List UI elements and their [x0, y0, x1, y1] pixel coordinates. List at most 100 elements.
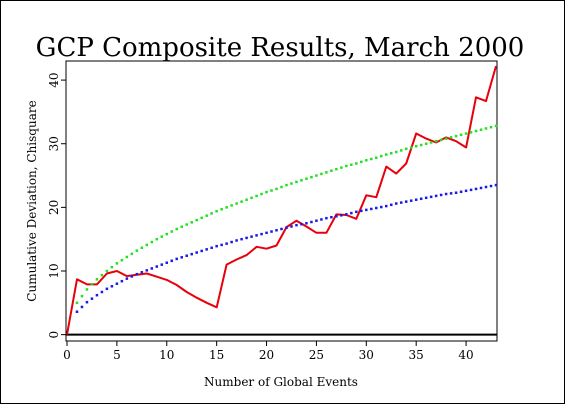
- series-1-point-28: [345, 164, 348, 168]
- series-2-point-40: [464, 189, 468, 193]
- series-2-point-39: [454, 191, 458, 194]
- series-1-point-2: [85, 288, 89, 291]
- series-2-point-7: [135, 272, 139, 276]
- series-2-midpoint-32: [389, 203, 393, 207]
- series-2-point-2: [85, 300, 89, 304]
- series-2-midpoint-9: [160, 263, 164, 266]
- series-2-point-12: [185, 254, 188, 257]
- series-1-point-33: [394, 150, 398, 154]
- series-1-point-6: [125, 255, 129, 259]
- series-2-point-23: [295, 223, 298, 227]
- series-1-midpoint-10: [170, 230, 174, 233]
- series-1-point-24: [305, 177, 308, 180]
- y-axis-label: Cumulative Deviation, Chisquare: [25, 100, 39, 301]
- series-1-point-16: [225, 206, 228, 209]
- series-1-point-32: [385, 153, 388, 156]
- series-2-point-35: [414, 198, 418, 201]
- series-2-point-1: [75, 310, 79, 313]
- series-1-point-14: [205, 214, 208, 217]
- series-1-point-30: [365, 159, 368, 162]
- series-1-midpoint-16: [230, 204, 233, 207]
- series-2-midpoint-41: [479, 186, 483, 190]
- series-1-midpoint-11: [180, 225, 183, 229]
- series-2-point-33: [394, 202, 398, 205]
- series-1-midpoint-25: [320, 172, 323, 176]
- series-1-point-41: [474, 129, 478, 133]
- series-1-point-34: [404, 147, 408, 151]
- series-1-midpoint-26: [330, 169, 333, 173]
- series-1-point-21: [275, 187, 278, 191]
- series-0-line: [66, 65, 497, 335]
- series-1-midpoint-14: [210, 212, 213, 215]
- series-1-point-4: [105, 269, 109, 273]
- series-1-midpoint-3: [100, 273, 104, 277]
- series-1-midpoint-7: [140, 246, 144, 250]
- series-2-point-21: [275, 229, 278, 232]
- y-tick-label-20: 20: [47, 200, 61, 215]
- series-1-point-8: [145, 243, 149, 247]
- series-2-point-34: [404, 200, 408, 203]
- series-1-point-25: [315, 174, 318, 177]
- series-1-midpoint-24: [310, 175, 313, 179]
- x-tick-label-25: 25: [309, 348, 324, 362]
- series-1-point-17: [235, 202, 238, 205]
- plot-area-border: [65, 60, 498, 342]
- series-1-point-10: [165, 232, 169, 236]
- series-1-midpoint-22: [290, 182, 293, 185]
- series-1-point-20: [265, 190, 268, 194]
- series-2-midpoint-38: [449, 192, 453, 195]
- series-1-point-23: [295, 180, 298, 184]
- series-1-midpoint-18: [250, 196, 253, 200]
- series-1-midpoint-42: [489, 125, 493, 129]
- series-1-point-39: [454, 134, 458, 138]
- series-2-point-3: [95, 293, 99, 297]
- series-1-point-43: [494, 124, 498, 128]
- series-1-point-35: [414, 145, 418, 148]
- series-2-point-15: [215, 244, 218, 248]
- series-2-midpoint-1: [80, 305, 84, 309]
- series-1-midpoint-1: [80, 294, 84, 298]
- series-1-point-13: [195, 218, 198, 222]
- x-axis: 0 5 10 15 20 25 30 35 40: [63, 341, 474, 362]
- series-2-point-19: [255, 234, 258, 237]
- series-2-point-24: [305, 222, 308, 225]
- series-2-point-16: [225, 242, 228, 245]
- series-2-point-42: [484, 185, 488, 189]
- series-2-point-30: [365, 208, 368, 212]
- series-1-midpoint-23: [300, 179, 303, 182]
- series-1-midpoint-38: [449, 136, 453, 139]
- series-2-midpoint-33: [399, 201, 403, 204]
- series-1-midpoint-6: [130, 252, 134, 256]
- plot-content: [66, 65, 498, 336]
- x-tick-label-10: 10: [159, 348, 174, 362]
- x-tick-label-30: 30: [359, 348, 374, 362]
- series-1-midpoint-9: [160, 235, 164, 238]
- series-1-midpoint-13: [200, 216, 203, 220]
- series-2-point-38: [444, 192, 448, 196]
- y-tick-label-10: 10: [47, 263, 61, 278]
- series-1-point-9: [155, 237, 159, 241]
- series-1-point-26: [325, 171, 328, 174]
- series-1-midpoint-19: [260, 192, 263, 196]
- series-2-midpoint-5: [120, 279, 124, 283]
- series-1-midpoint-4: [110, 265, 114, 269]
- series-2-point-9: [155, 265, 159, 268]
- series-1-point-37: [434, 139, 438, 143]
- series-1-midpoint-31: [380, 154, 383, 158]
- series-2-point-43: [494, 183, 498, 187]
- series-2-point-6: [125, 277, 129, 280]
- series-1-midpoint-12: [190, 221, 193, 224]
- series-2-point-20: [265, 231, 268, 235]
- series-1-midpoint-8: [150, 240, 154, 244]
- y-tick-label-30: 30: [47, 136, 61, 151]
- series-2-point-32: [385, 204, 388, 208]
- series-2-point-22: [285, 226, 288, 229]
- series-2-midpoint-19: [260, 232, 263, 236]
- series-1-point-27: [335, 167, 338, 171]
- x-tick-label-20: 20: [259, 348, 274, 362]
- series-2-midpoint-6: [130, 275, 134, 278]
- series-1-point-42: [484, 127, 488, 130]
- series-2-midpoint-30: [370, 207, 373, 211]
- series-2-midpoint-26: [330, 215, 333, 219]
